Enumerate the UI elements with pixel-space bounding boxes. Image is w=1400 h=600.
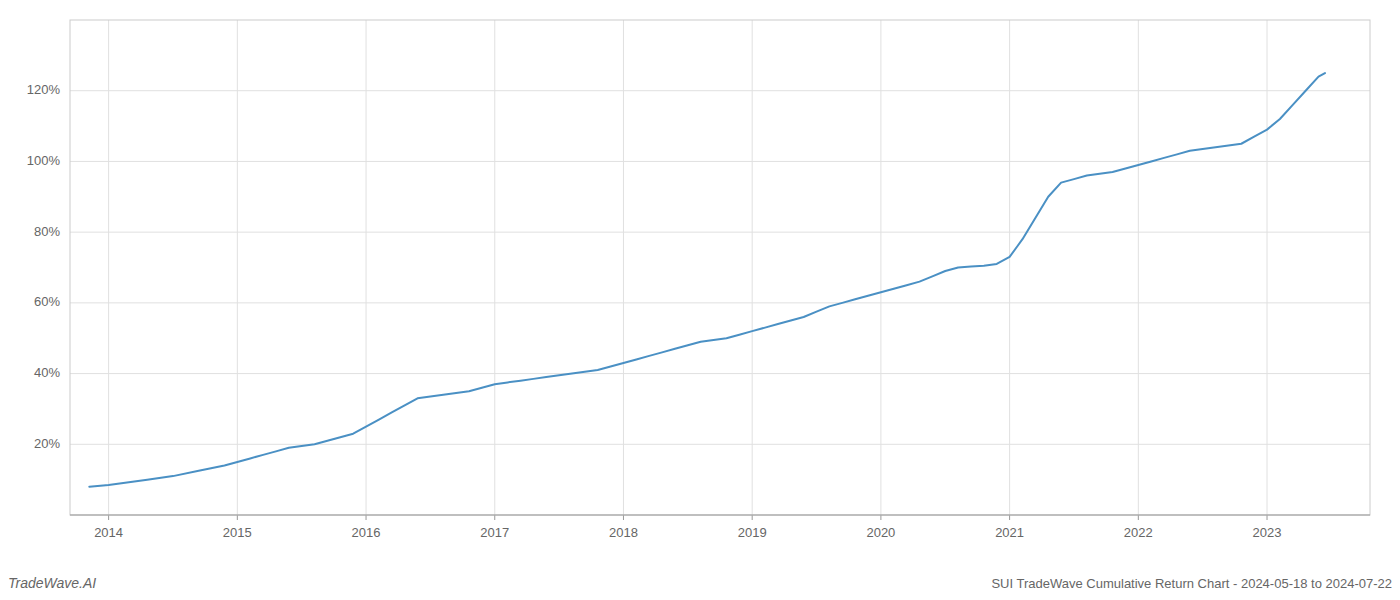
- y-grid-line: [70, 373, 1370, 374]
- y-grid-line: [70, 302, 1370, 303]
- x-tick-mark: [366, 515, 367, 520]
- plot-frame: [70, 20, 1370, 515]
- y-grid-line: [70, 90, 1370, 91]
- x-tick-label: 2020: [866, 525, 895, 540]
- y-grid-line: [70, 232, 1370, 233]
- grid: [70, 20, 1370, 515]
- x-grid-line: [1009, 20, 1010, 515]
- x-tick-label: 2016: [352, 525, 381, 540]
- x-tick-mark: [752, 515, 753, 520]
- x-grid-line: [1138, 20, 1139, 515]
- x-grid-line: [108, 20, 109, 515]
- y-tick-label: 80%: [34, 224, 60, 239]
- x-tick-label: 2022: [1124, 525, 1153, 540]
- data-line: [89, 73, 1325, 487]
- x-tick-mark: [1138, 515, 1139, 520]
- x-grid-line: [366, 20, 367, 515]
- y-grid-line: [70, 444, 1370, 445]
- x-tick-label: 2017: [480, 525, 509, 540]
- x-tick-label: 2021: [995, 525, 1024, 540]
- x-grid-line: [752, 20, 753, 515]
- x-tick-label: 2018: [609, 525, 638, 540]
- x-grid-line: [1267, 20, 1268, 515]
- background: [0, 0, 1400, 600]
- y-tick-label: 100%: [27, 153, 61, 168]
- watermark: TradeWave.AI: [8, 575, 96, 591]
- x-grid-line: [494, 20, 495, 515]
- y-grid-line: [70, 161, 1370, 162]
- x-tick-mark: [623, 515, 624, 520]
- x-tick-mark: [880, 515, 881, 520]
- x-tick-label: 2014: [94, 525, 123, 540]
- x-tick-label: 2015: [223, 525, 252, 540]
- x-tick-mark: [1267, 515, 1268, 520]
- y-tick-label: 40%: [34, 365, 60, 380]
- x-tick-label: 2019: [738, 525, 767, 540]
- x-tick-mark: [108, 515, 109, 520]
- data-layer: [89, 73, 1325, 487]
- x-tick-mark: [237, 515, 238, 520]
- y-tick-label: 60%: [34, 294, 60, 309]
- x-tick-mark: [1009, 515, 1010, 520]
- chart-title: SUI TradeWave Cumulative Return Chart - …: [991, 576, 1392, 591]
- y-tick-label: 20%: [34, 436, 60, 451]
- x-tick-label: 2023: [1253, 525, 1282, 540]
- x-grid-line: [880, 20, 881, 515]
- chart-container: 20% 40% 60% 80% 100% 120% 2014 2015 2016 2017 2018…: [0, 0, 1400, 600]
- y-tick-label: 120%: [27, 82, 61, 97]
- x-axis-line: [70, 515, 1370, 516]
- x-grid-line: [623, 20, 624, 515]
- x-tick-mark: [494, 515, 495, 520]
- x-grid-line: [237, 20, 238, 515]
- chart-svg: 20% 40% 60% 80% 100% 120% 2014 2015 2016 2017 2018…: [0, 0, 1400, 600]
